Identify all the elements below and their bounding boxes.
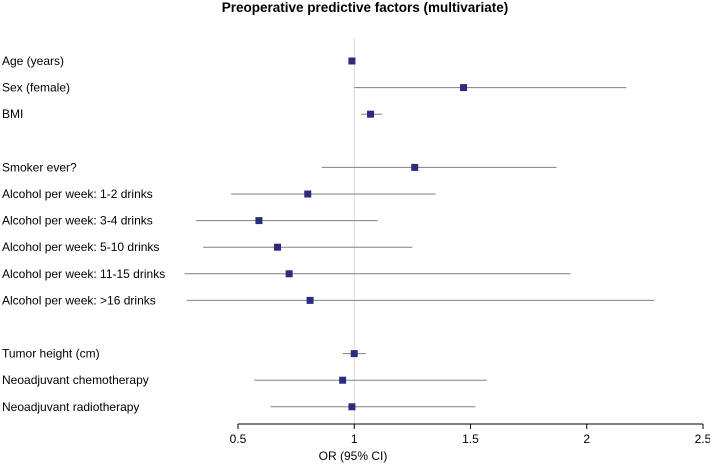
point-estimate [304, 190, 312, 198]
row-label: Alcohol per week: 3-4 drinks [2, 214, 153, 228]
row-label: Alcohol per week: 11-15 drinks [2, 267, 165, 281]
point-estimate [285, 270, 293, 278]
point-estimate [339, 376, 347, 384]
x-axis: 0.5 1 1.5 2 2.5 [230, 423, 710, 446]
x-tick-label: 2.5 [695, 432, 710, 446]
point-estimate [460, 84, 468, 92]
rows-layer: Age (years) Sex (female) BMI Smoker ever? Al… [2, 54, 655, 414]
row-label: Age (years) [2, 54, 64, 68]
x-axis-title: OR (95% CI) [319, 449, 388, 463]
point-estimate [411, 163, 419, 171]
x-tick-label: 2 [583, 432, 590, 446]
x-tick-label: 1.5 [462, 432, 479, 446]
row-label: Neoadjuvant radiotherapy [2, 400, 139, 414]
point-estimate [306, 296, 314, 304]
row-label: Smoker ever? [2, 160, 77, 174]
row-label: BMI [2, 107, 23, 121]
row-label: Alcohol per week: 5-10 drinks [2, 240, 159, 254]
row-label: Tumor height (cm) [2, 347, 100, 361]
point-estimate [348, 57, 356, 65]
point-estimate [255, 217, 263, 225]
point-estimate [348, 403, 356, 411]
x-tick-label: 1 [351, 432, 358, 446]
chart-title: Preoperative predictive factors (multiva… [222, 0, 509, 15]
row-label: Alcohol per week: 1-2 drinks [2, 187, 153, 201]
point-estimate [274, 243, 282, 251]
row-label: Sex (female) [2, 81, 70, 95]
point-estimate [367, 110, 375, 118]
point-estimate [350, 350, 358, 358]
row-label: Alcohol per week: >16 drinks [2, 293, 156, 307]
row-label: Neoadjuvant chemotherapy [2, 373, 149, 387]
x-tick-label: 0.5 [230, 432, 247, 446]
